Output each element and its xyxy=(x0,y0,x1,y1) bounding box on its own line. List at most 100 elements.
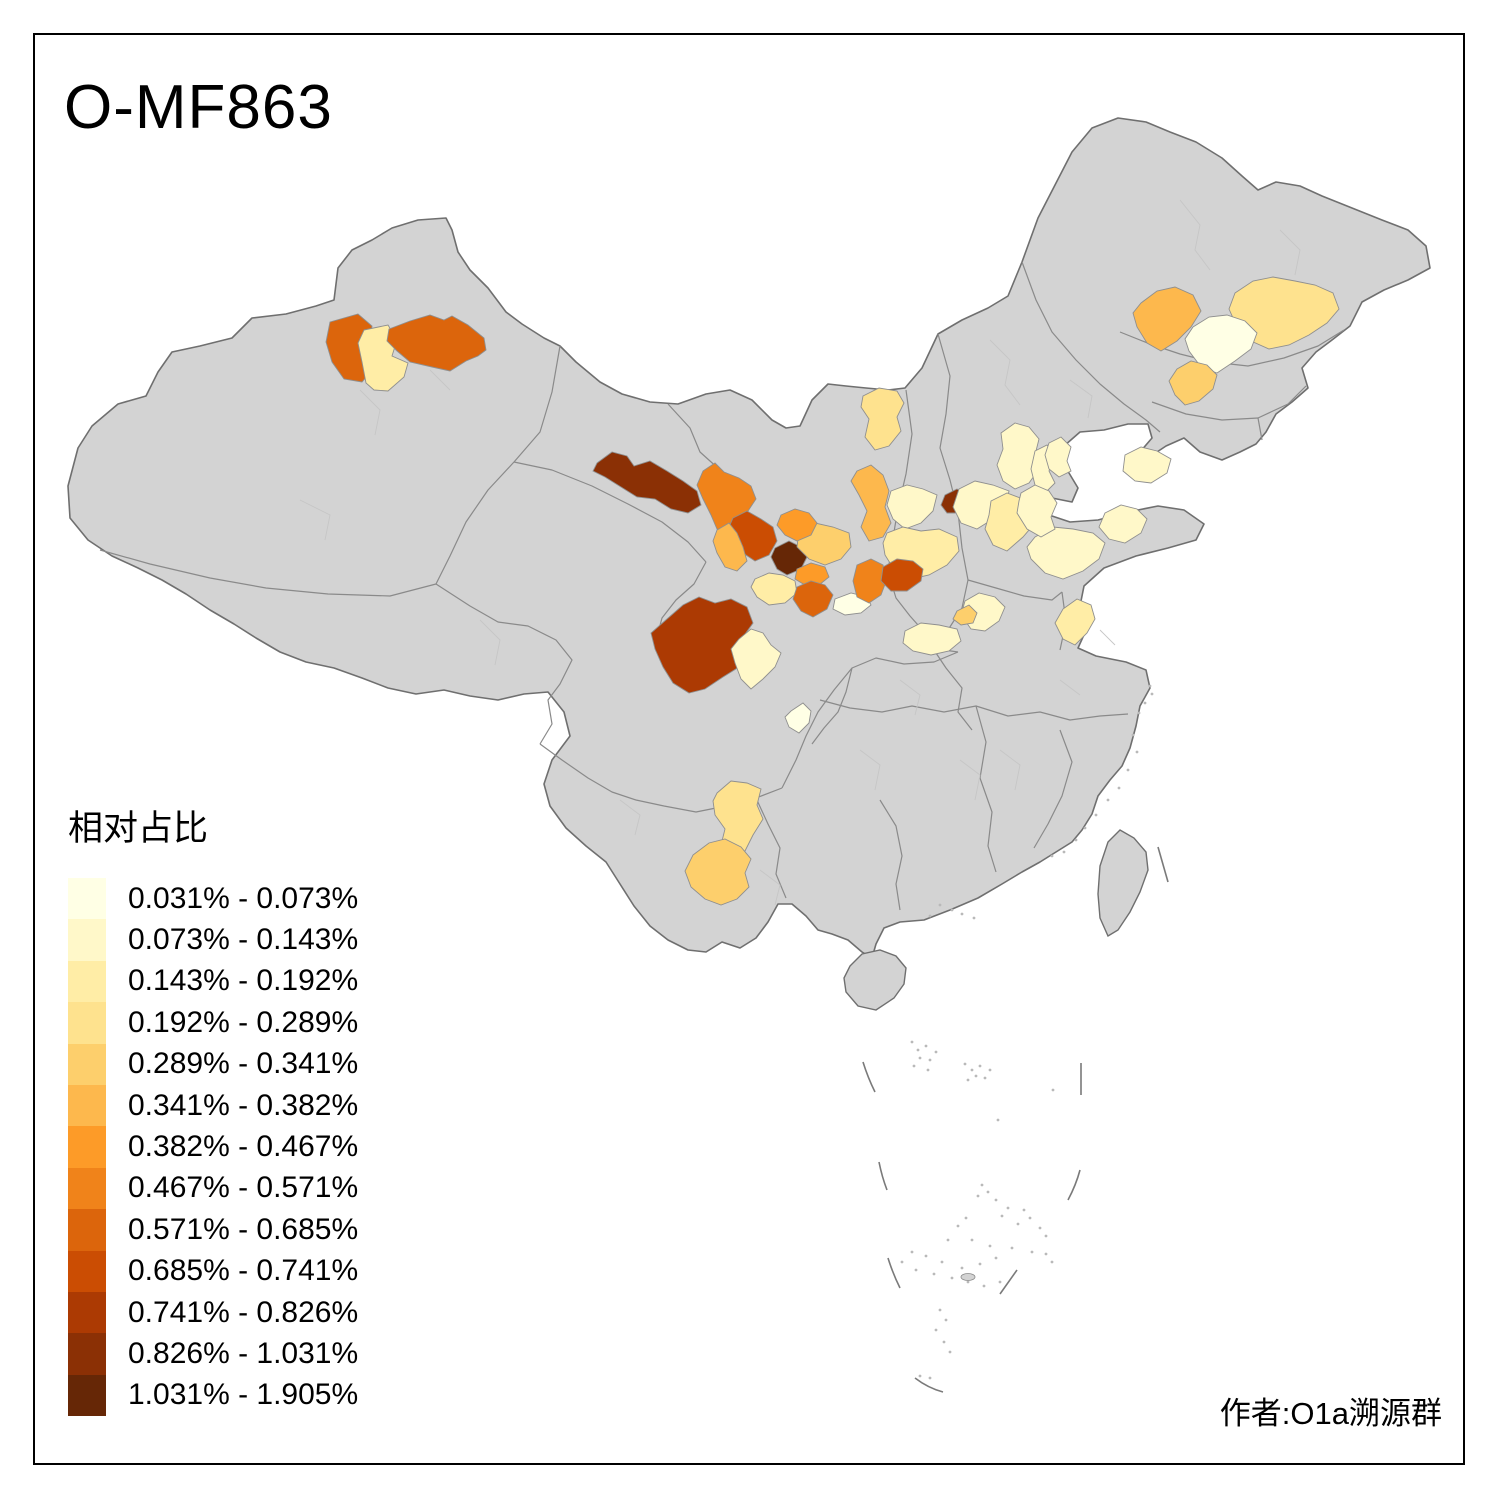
attribution: 作者:O1a溯源群 xyxy=(1219,1396,1442,1431)
legend-row: 0.741% - 0.826% xyxy=(68,1291,359,1334)
islet-dot xyxy=(924,1254,928,1258)
legend-swatch xyxy=(68,1084,106,1127)
islet-dot xyxy=(1016,1222,1020,1226)
islet-dot xyxy=(934,1328,938,1332)
region-area-11 xyxy=(776,508,818,542)
legend-swatch xyxy=(68,1250,106,1292)
region-area-43 xyxy=(684,838,752,906)
legend-row: 0.073% - 0.143% xyxy=(68,919,359,961)
legend-row: 0.192% - 0.289% xyxy=(68,1002,358,1044)
legend-bin-label: 0.073% - 0.143% xyxy=(128,923,359,957)
legend-swatch xyxy=(68,1002,106,1044)
region-area-40 xyxy=(730,628,782,690)
region-area-27 xyxy=(1044,436,1072,478)
islet-dot xyxy=(1148,684,1152,688)
region-area-42 xyxy=(712,780,764,858)
islet-dot xyxy=(1050,854,1054,858)
islet-dot xyxy=(978,1262,982,1266)
islet-dot xyxy=(994,1256,998,1260)
islet-dot xyxy=(980,1183,984,1187)
region-area-03 xyxy=(386,314,487,372)
islet-dot xyxy=(934,1050,938,1054)
islet-dot xyxy=(1038,1226,1042,1230)
region-area-08 xyxy=(712,522,748,572)
nine-dash-line xyxy=(862,846,1169,1393)
region-area-04 xyxy=(592,451,702,514)
legend-swatch xyxy=(68,1167,106,1210)
coastal-islets xyxy=(900,684,1154,1380)
region-area-37 xyxy=(1016,484,1058,538)
islet-dot xyxy=(924,1044,928,1048)
region-area-34 xyxy=(1168,360,1218,406)
legend-row: 0.341% - 0.382% xyxy=(68,1084,358,1127)
region-area-16 xyxy=(850,464,892,542)
islet-dot xyxy=(978,1064,982,1068)
islet-dot xyxy=(918,1374,922,1378)
reef-patch xyxy=(960,1273,976,1281)
islet-dot xyxy=(1006,1206,1010,1210)
islet-dot xyxy=(926,1068,930,1072)
islet-dot xyxy=(1062,850,1066,854)
region-area-30 xyxy=(1122,446,1172,484)
region-area-12 xyxy=(794,562,830,586)
islet-dot xyxy=(938,1308,942,1312)
islet-dot xyxy=(988,1068,992,1072)
legend-swatch xyxy=(68,919,106,961)
islet-dot xyxy=(1000,1214,1004,1218)
legend-swatch xyxy=(68,1291,106,1334)
islet-dot xyxy=(1135,750,1139,754)
islet-dot xyxy=(1051,1088,1055,1092)
legend-swatch xyxy=(68,1126,106,1168)
legend-bin-label: 0.685% - 0.741% xyxy=(128,1254,359,1288)
islet-dot xyxy=(986,1190,990,1194)
islet-dot xyxy=(1028,1216,1032,1220)
islet-dot xyxy=(1022,1208,1026,1212)
islet-dot xyxy=(988,1244,992,1248)
legend-row: 0.289% - 0.341% xyxy=(68,1043,358,1085)
islet-dot xyxy=(914,1268,918,1272)
choropleth-regions xyxy=(325,276,1340,906)
legend-row: 0.382% - 0.467% xyxy=(68,1126,358,1168)
islet-dot xyxy=(1050,1260,1054,1264)
islet-dot xyxy=(974,1074,978,1078)
legend-bin-label: 0.826% - 1.031% xyxy=(128,1336,359,1370)
islet-dot xyxy=(1094,813,1098,817)
region-area-38 xyxy=(1054,598,1096,646)
region-area-23 xyxy=(952,604,978,626)
region-area-36 xyxy=(1098,504,1148,544)
legend-swatch xyxy=(68,1043,106,1085)
prefecture-borders xyxy=(299,199,1301,906)
legend-swatch xyxy=(68,878,106,920)
region-area-35 xyxy=(1026,526,1106,580)
legend-bin-label: 0.031% - 0.073% xyxy=(128,881,359,915)
islet-dot xyxy=(960,912,964,916)
islet-dot xyxy=(963,1062,967,1066)
islet-dot xyxy=(983,1076,987,1080)
islet-dot xyxy=(956,1224,960,1228)
islet-dot xyxy=(928,914,932,918)
islet-dot xyxy=(1117,786,1121,790)
islet-dot xyxy=(910,1250,914,1254)
islet-dot xyxy=(1137,711,1141,715)
region-area-33 xyxy=(1184,314,1258,374)
legend-swatch xyxy=(68,1374,106,1417)
islet-dot xyxy=(1106,798,1110,802)
region-area-13 xyxy=(750,572,798,606)
islet-dot xyxy=(970,1238,974,1242)
region-area-17 xyxy=(886,484,938,530)
islet-dot xyxy=(950,1276,954,1280)
islet-dot xyxy=(998,1280,1002,1284)
legend-row: 1.031% - 1.905% xyxy=(68,1374,358,1417)
islet-dot xyxy=(938,903,942,907)
islet-dot xyxy=(900,1260,904,1264)
islet-dot xyxy=(966,1280,970,1284)
legend-title: 相对占比 xyxy=(68,809,209,848)
islet-dot xyxy=(982,1284,986,1288)
region-area-31 xyxy=(1132,286,1202,352)
legend-swatch xyxy=(68,960,106,1003)
islet-dot xyxy=(918,1056,922,1060)
islet-dot xyxy=(928,1376,932,1380)
islet-dot xyxy=(976,1194,980,1198)
legend-bin-label: 0.741% - 0.826% xyxy=(128,1295,359,1329)
